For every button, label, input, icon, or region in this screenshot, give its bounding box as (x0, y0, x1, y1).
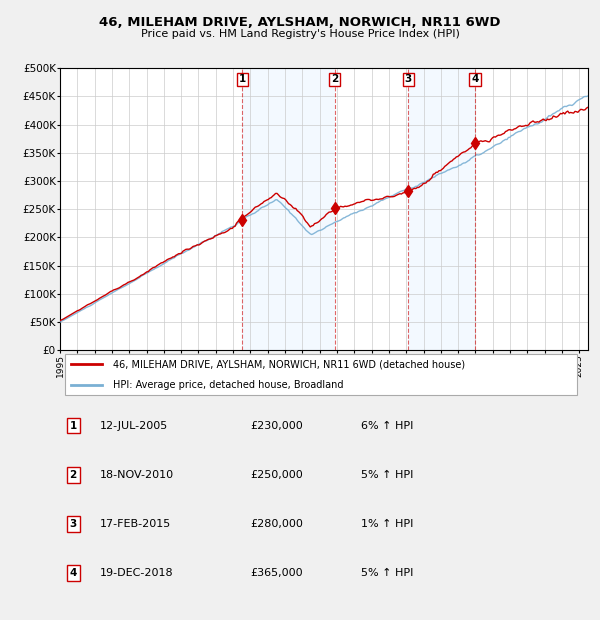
Text: 1: 1 (239, 74, 246, 84)
Text: 4: 4 (471, 74, 479, 84)
Text: 1% ↑ HPI: 1% ↑ HPI (361, 519, 413, 529)
Text: 18-NOV-2010: 18-NOV-2010 (100, 470, 174, 480)
Text: 1: 1 (70, 420, 77, 430)
Text: 2: 2 (331, 74, 338, 84)
Text: £230,000: £230,000 (250, 420, 303, 430)
Text: Price paid vs. HM Land Registry's House Price Index (HPI): Price paid vs. HM Land Registry's House … (140, 29, 460, 38)
Text: 12-JUL-2005: 12-JUL-2005 (100, 420, 168, 430)
Text: 19-DEC-2018: 19-DEC-2018 (100, 568, 173, 578)
Text: 46, MILEHAM DRIVE, AYLSHAM, NORWICH, NR11 6WD (detached house): 46, MILEHAM DRIVE, AYLSHAM, NORWICH, NR1… (113, 359, 465, 370)
Text: 5% ↑ HPI: 5% ↑ HPI (361, 568, 413, 578)
FancyBboxPatch shape (65, 354, 577, 395)
Text: 46, MILEHAM DRIVE, AYLSHAM, NORWICH, NR11 6WD: 46, MILEHAM DRIVE, AYLSHAM, NORWICH, NR1… (99, 16, 501, 29)
Text: 2: 2 (70, 470, 77, 480)
Bar (409, 68, 475, 350)
Text: £365,000: £365,000 (250, 568, 303, 578)
Text: 3: 3 (70, 519, 77, 529)
Text: 4: 4 (70, 568, 77, 578)
Text: HPI: Average price, detached house, Broadland: HPI: Average price, detached house, Broa… (113, 379, 343, 390)
Bar (242, 68, 335, 350)
Text: 3: 3 (404, 74, 412, 84)
Text: 6% ↑ HPI: 6% ↑ HPI (361, 420, 413, 430)
Text: £280,000: £280,000 (250, 519, 303, 529)
Text: 17-FEB-2015: 17-FEB-2015 (100, 519, 171, 529)
Text: £250,000: £250,000 (250, 470, 303, 480)
Text: 5% ↑ HPI: 5% ↑ HPI (361, 470, 413, 480)
